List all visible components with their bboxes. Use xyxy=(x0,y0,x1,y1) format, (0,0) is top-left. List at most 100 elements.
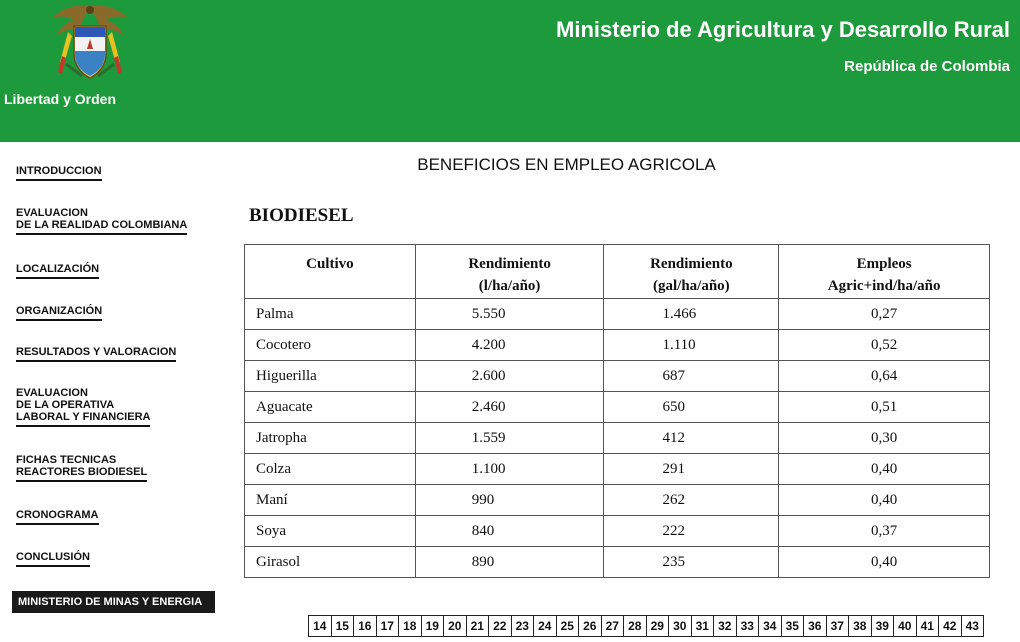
table-cell: Soya xyxy=(244,515,416,547)
table-cell: 291 xyxy=(603,453,780,485)
nav-fichas-tecnicas[interactable]: FICHAS TECNICAS REACTORES BIODIESEL xyxy=(16,454,148,482)
page-link[interactable]: 19 xyxy=(420,615,444,637)
page-link[interactable]: 28 xyxy=(623,615,647,637)
table-cell: 2.600 xyxy=(414,360,605,392)
table-row: Cocotero 4.200 1.110 0,52 xyxy=(244,329,990,361)
column-header: Cultivo xyxy=(244,244,416,299)
republic-subtitle: República de Colombia xyxy=(844,58,1010,75)
table-cell: 1.100 xyxy=(414,453,605,485)
table-cell: 0,52 xyxy=(778,329,990,361)
page-link[interactable]: 38 xyxy=(848,615,872,637)
biodiesel-table: Cultivo Rendimiento (l/ha/año) Rendimient… xyxy=(244,244,990,578)
table-cell: 1.110 xyxy=(603,329,780,361)
table-row: Maní 990 262 0,40 xyxy=(244,484,990,516)
table-row: Soya 840 222 0,37 xyxy=(244,515,990,547)
page-link[interactable]: 26 xyxy=(578,615,602,637)
nav-organizacion[interactable]: ORGANIZACIÓN xyxy=(16,305,103,321)
table-cell: 687 xyxy=(603,360,780,392)
page-link[interactable]: 30 xyxy=(668,615,692,637)
table-row: Colza 1.100 291 0,40 xyxy=(244,453,990,485)
section-title: BIODIESEL xyxy=(249,205,354,226)
page-link[interactable]: 33 xyxy=(735,615,759,637)
ministry-title: Ministerio de Agricultura y Desarrollo R… xyxy=(556,17,1010,42)
table-cell: 0,30 xyxy=(778,422,990,454)
table-cell: Palma xyxy=(244,298,416,330)
table-cell: 0,40 xyxy=(778,453,990,485)
table-cell: Colza xyxy=(244,453,416,485)
page-link[interactable]: 25 xyxy=(555,615,579,637)
page-link[interactable]: 31 xyxy=(690,615,714,637)
page-link[interactable]: 15 xyxy=(330,615,354,637)
motto: Libertad y Orden xyxy=(4,91,117,107)
table-cell: Higuerilla xyxy=(244,360,416,392)
table-header-row: Cultivo Rendimiento (l/ha/año) Rendimient… xyxy=(244,244,990,299)
page-link[interactable]: 22 xyxy=(488,615,512,637)
table-cell: 4.200 xyxy=(414,329,605,361)
table-cell: 1.559 xyxy=(414,422,605,454)
page-link[interactable]: 36 xyxy=(803,615,827,637)
column-header: Rendimiento (l/ha/año) xyxy=(414,244,605,299)
nav-line: DE LA REALIDAD COLOMBIANA xyxy=(16,219,188,231)
page-link[interactable]: 17 xyxy=(375,615,399,637)
table-cell: 2.460 xyxy=(414,391,605,423)
page-link[interactable]: 39 xyxy=(870,615,894,637)
page-link[interactable]: 14 xyxy=(308,615,332,637)
column-header: Empleos Agric+ind/ha/año xyxy=(778,244,990,299)
page-link[interactable]: 41 xyxy=(915,615,939,637)
table-row: Jatropha 1.559 412 0,30 xyxy=(244,422,990,454)
page-link[interactable]: 23 xyxy=(510,615,534,637)
nav-cronograma[interactable]: CRONOGRAMA xyxy=(16,509,99,525)
page-link[interactable]: 35 xyxy=(780,615,804,637)
site-header: Libertad y Orden Ministerio de Agricultu… xyxy=(0,0,1020,142)
table-cell: 0,64 xyxy=(778,360,990,392)
table-cell: 990 xyxy=(414,484,605,516)
table-row: Aguacate 2.460 650 0,51 xyxy=(244,391,990,423)
nav-resultados-valoracion[interactable]: RESULTADOS Y VALORACION xyxy=(16,346,177,362)
page-link[interactable]: 21 xyxy=(465,615,489,637)
page-navigation: 14 15 16 17 18 19 20 21 22 23 24 25 26 2… xyxy=(308,615,984,637)
nav-conclusion[interactable]: CONCLUSIÓN xyxy=(16,551,90,567)
page-link[interactable]: 34 xyxy=(758,615,782,637)
page-link[interactable]: 27 xyxy=(600,615,624,637)
page-link[interactable]: 40 xyxy=(893,615,917,637)
table-cell: 235 xyxy=(603,546,780,578)
page-link[interactable]: 16 xyxy=(353,615,377,637)
nav-introduccion[interactable]: INTRODUCCION xyxy=(16,165,102,181)
table-cell: 5.550 xyxy=(414,298,605,330)
page-link[interactable]: 43 xyxy=(960,615,984,637)
nav-line: LABORAL Y FINANCIERA xyxy=(16,411,151,423)
nav-evaluacion-operativa[interactable]: EVALUACION DE LA OPERATIVA LABORAL Y FIN… xyxy=(16,387,151,427)
colombia-coat-of-arms-icon xyxy=(52,5,128,79)
table-row: Higuerilla 2.600 687 0,64 xyxy=(244,360,990,392)
nav-localizacion[interactable]: LOCALIZACIÓN xyxy=(16,263,100,279)
nav-evaluacion-realidad[interactable]: EVALUACION DE LA REALIDAD COLOMBIANA xyxy=(16,207,188,235)
nav-line: ORGANIZACIÓN xyxy=(16,305,103,317)
table-cell: 222 xyxy=(603,515,780,547)
page-link[interactable]: 20 xyxy=(443,615,467,637)
table-cell: Girasol xyxy=(244,546,416,578)
table-cell: 0,40 xyxy=(778,484,990,516)
table-cell: 1.466 xyxy=(603,298,780,330)
table-cell: Maní xyxy=(244,484,416,516)
nav-line: DE LA OPERATIVA xyxy=(16,399,115,411)
page-link[interactable]: 42 xyxy=(938,615,962,637)
nav-line: RESULTADOS Y VALORACION xyxy=(16,346,177,358)
page-link[interactable]: 29 xyxy=(645,615,669,637)
nav-line: FICHAS TECNICAS xyxy=(16,454,117,466)
table-cell: 840 xyxy=(414,515,605,547)
page-link[interactable]: 37 xyxy=(825,615,849,637)
nav-line: CRONOGRAMA xyxy=(16,509,99,521)
page-link[interactable]: 24 xyxy=(533,615,557,637)
nav-line: LOCALIZACIÓN xyxy=(16,263,100,275)
page-link[interactable]: 32 xyxy=(713,615,737,637)
table-cell: Jatropha xyxy=(244,422,416,454)
nav-line: CONCLUSIÓN xyxy=(16,551,90,563)
table-row: Girasol 890 235 0,40 xyxy=(244,546,990,578)
page-link[interactable]: 18 xyxy=(398,615,422,637)
table-cell: 890 xyxy=(414,546,605,578)
page-title: BENEFICIOS EN EMPLEO AGRICOLA xyxy=(417,155,716,174)
column-header: Rendimiento (gal/ha/año) xyxy=(603,244,780,299)
table-cell: 0,37 xyxy=(778,515,990,547)
table-cell: Cocotero xyxy=(244,329,416,361)
ministerio-minas-button[interactable]: MINISTERIO DE MINAS Y ENERGIA xyxy=(12,591,215,613)
